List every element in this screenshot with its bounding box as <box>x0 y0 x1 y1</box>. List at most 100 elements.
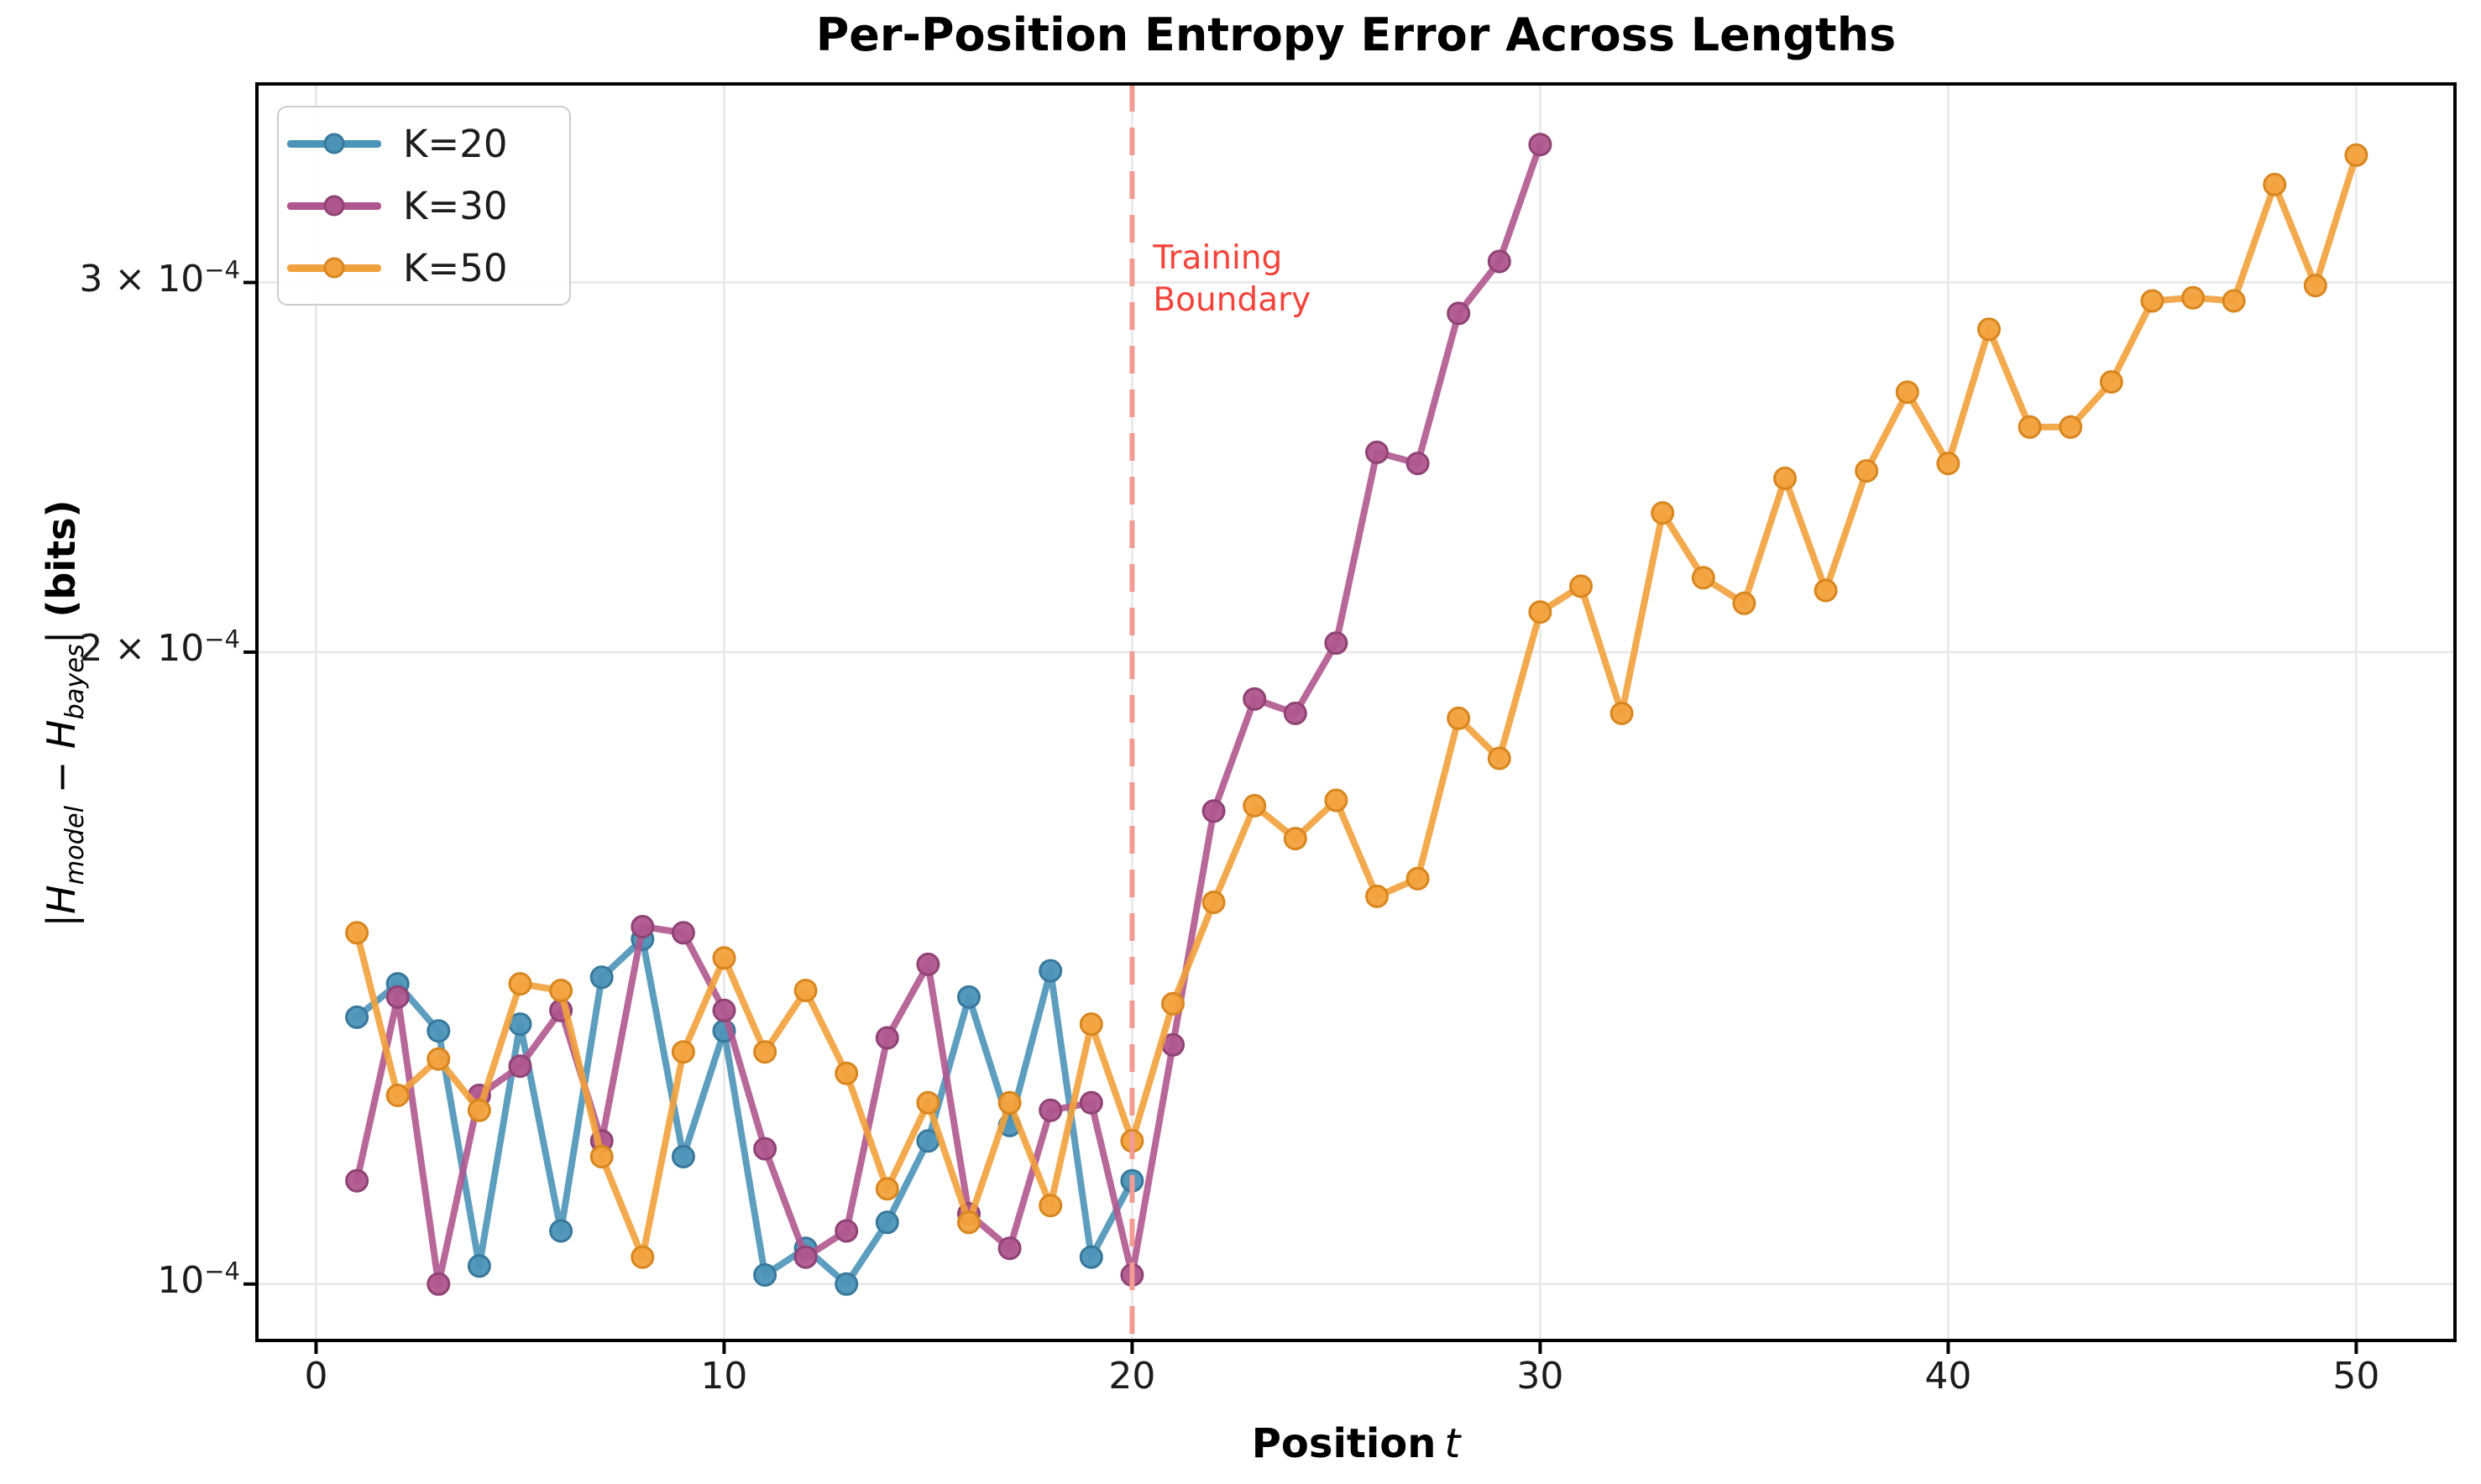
data-point <box>1079 1090 1103 1115</box>
data-point <box>2140 289 2164 313</box>
data-point <box>712 998 736 1022</box>
x-tick-label-10: 10 <box>700 1355 748 1398</box>
data-point <box>712 946 736 970</box>
data-point <box>1365 440 1389 464</box>
data-point <box>2303 274 2327 298</box>
legend-item-k50: K=50 <box>287 238 561 298</box>
x-axis-label: Position t <box>1251 1420 1461 1467</box>
data-point <box>345 1005 369 1029</box>
series-k30 <box>345 133 1552 1296</box>
data-point <box>793 1245 818 1269</box>
legend-marker-k50-icon <box>323 257 345 279</box>
annotation-line-2: Boundary <box>1153 280 1311 319</box>
data-point <box>875 1177 899 1201</box>
data-point <box>1936 452 1960 476</box>
chart-title: Per-Position Entropy Error Across Length… <box>815 8 1897 61</box>
series-line <box>353 151 2360 1261</box>
xlabel-math-var: t <box>1444 1420 1461 1467</box>
data-point <box>1161 991 1185 1016</box>
data-point <box>345 1168 369 1193</box>
series-k50 <box>345 143 2368 1269</box>
data-point <box>2059 415 2083 439</box>
x-tick-label-40: 40 <box>1924 1355 1972 1398</box>
data-point <box>467 1254 491 1278</box>
data-point <box>427 1019 451 1043</box>
training-boundary-annotation: Training Boundary <box>1153 238 1311 321</box>
data-point <box>835 1272 859 1296</box>
plot-frame <box>255 82 2457 1342</box>
data-point <box>385 1084 410 1107</box>
ylabel-math: |H <box>39 885 84 928</box>
data-point <box>2181 285 2205 310</box>
data-point <box>1651 501 1675 525</box>
legend-item-k20: K=20 <box>287 113 561 174</box>
legend-line-swatch-k50-icon <box>287 257 381 279</box>
gridlines <box>257 84 2455 1340</box>
data-point <box>1365 884 1389 908</box>
data-point <box>508 972 532 996</box>
data-point <box>427 1272 451 1296</box>
data-point <box>1814 578 1838 603</box>
data-point <box>1773 466 1797 490</box>
legend-label-k20: K=20 <box>403 121 508 166</box>
data-point <box>793 979 818 1002</box>
x-tick-label-20: 20 <box>1108 1355 1156 1398</box>
y-axis-label: |Hmodel − Hbayes| (bits) <box>39 499 91 928</box>
data-point <box>1201 891 1226 914</box>
data-point <box>549 979 573 1002</box>
data-point <box>345 921 369 945</box>
data-point <box>631 915 655 938</box>
data-point <box>1691 566 1715 590</box>
legend-marker-k30-icon <box>323 195 345 217</box>
legend-label-k30: K=30 <box>403 183 508 228</box>
data-point <box>1324 788 1348 813</box>
data-point <box>1977 317 2001 342</box>
data-point <box>875 1210 899 1235</box>
data-point <box>1528 133 1552 157</box>
data-point <box>1528 600 1552 624</box>
data-point <box>2099 370 2123 394</box>
data-point <box>1283 701 1307 725</box>
data-point <box>1243 687 1267 711</box>
legend-line-swatch-k20-icon <box>287 133 381 154</box>
data-point <box>2344 143 2368 167</box>
data-point <box>1405 452 1430 476</box>
legend: K=20 K=30 K=50 <box>277 106 571 306</box>
data-point <box>2222 289 2246 313</box>
data-point <box>1079 1012 1103 1037</box>
data-point <box>835 1219 859 1243</box>
data-point <box>916 1090 940 1115</box>
ylabel-units: (bits) <box>39 499 84 631</box>
data-point <box>997 1090 1022 1115</box>
data-point <box>753 1137 777 1161</box>
data-point <box>1201 799 1226 823</box>
data-point <box>2018 415 2042 439</box>
data-point <box>1243 793 1267 818</box>
data-point <box>875 1026 899 1050</box>
data-point <box>753 1263 777 1287</box>
data-point <box>1447 706 1471 730</box>
data-point <box>549 1219 573 1243</box>
data-point <box>1324 631 1348 656</box>
tick-marks <box>243 280 2358 1354</box>
data-point <box>1039 959 1063 983</box>
data-point <box>957 985 981 1009</box>
x-tick-label-30: 30 <box>1516 1355 1564 1398</box>
legend-label-k50: K=50 <box>403 245 508 290</box>
y-tick-label-3e-4: 3 × 10−4 <box>79 254 240 300</box>
data-point <box>1855 459 1879 483</box>
data-point <box>1039 1098 1063 1122</box>
data-point <box>1487 746 1511 771</box>
data-point <box>1039 1194 1063 1218</box>
data-point <box>467 1098 491 1122</box>
data-point <box>671 921 695 945</box>
legend-item-k30: K=30 <box>287 175 561 236</box>
data-point <box>1405 866 1430 891</box>
data-point <box>385 985 410 1009</box>
data-point <box>1447 301 1471 326</box>
data-point <box>1283 827 1307 851</box>
data-point <box>1079 1245 1103 1269</box>
data-point <box>835 1061 859 1085</box>
